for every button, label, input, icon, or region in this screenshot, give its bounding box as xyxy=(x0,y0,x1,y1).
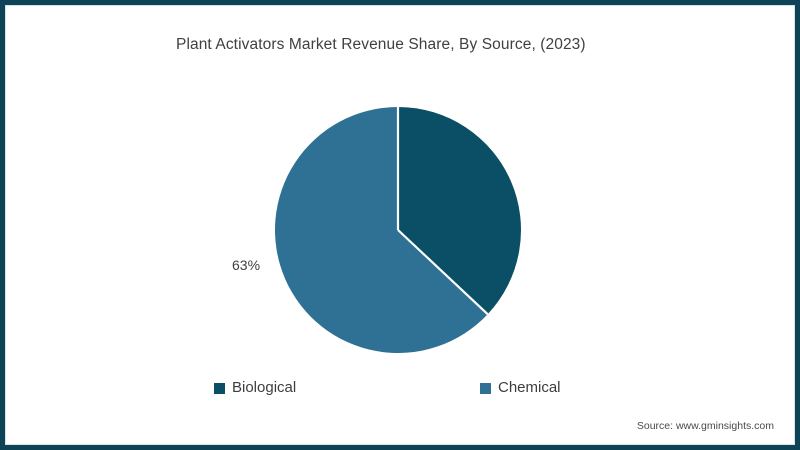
pie-svg xyxy=(274,107,521,353)
pie-slice-biological[interactable] xyxy=(398,107,521,315)
legend-item-label: Chemical xyxy=(498,379,561,396)
legend-item-label: Biological xyxy=(232,379,297,396)
source-attribution: Source: www.gminsights.com xyxy=(636,420,774,432)
pie-chart xyxy=(274,107,521,353)
chart-title: Plant Activators Market Revenue Share, B… xyxy=(176,36,586,53)
legend-item-chemical[interactable]: Chemical xyxy=(480,377,561,399)
pie-slice-separators xyxy=(396,107,489,316)
legend-item-biological[interactable]: Biological xyxy=(214,377,296,399)
pie-slice-value-label: 63% xyxy=(232,257,261,273)
legend-swatch-icon xyxy=(480,382,491,394)
chart-legend: Biological Chemical xyxy=(0,377,800,399)
pie-slice-chemical[interactable] xyxy=(274,107,488,353)
legend-swatch-icon xyxy=(214,382,225,394)
pie-slices xyxy=(274,107,521,353)
pie-separator-line xyxy=(397,229,489,316)
